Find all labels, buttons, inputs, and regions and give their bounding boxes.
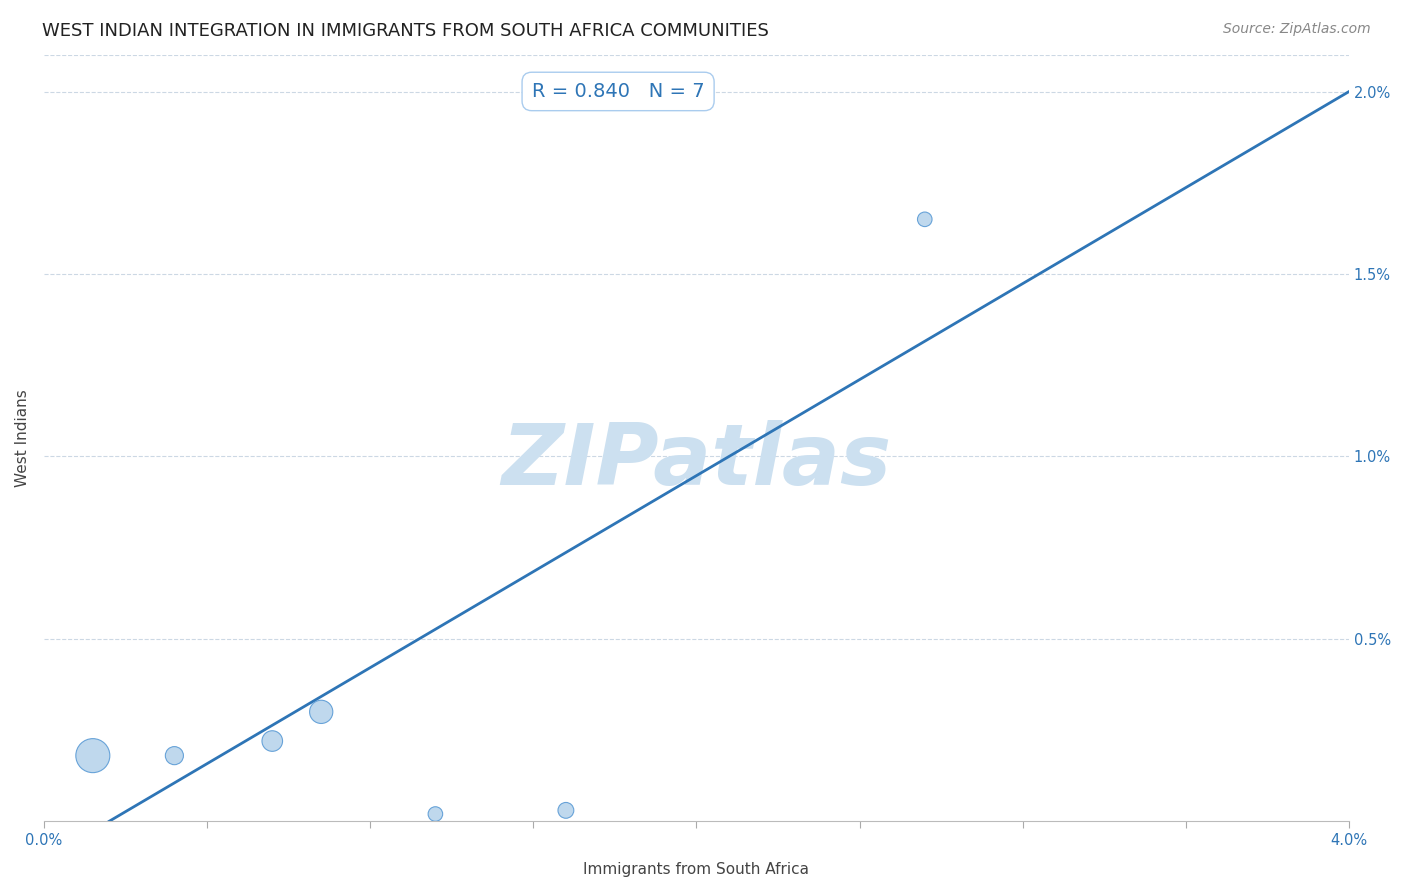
Point [914, 212, 936, 227]
Point [163, 748, 186, 763]
Point [262, 734, 284, 748]
Text: WEST INDIAN INTEGRATION IN IMMIGRANTS FROM SOUTH AFRICA COMMUNITIES: WEST INDIAN INTEGRATION IN IMMIGRANTS FR… [42, 22, 769, 40]
X-axis label: Immigrants from South Africa: Immigrants from South Africa [583, 862, 810, 877]
Point [82, 748, 104, 763]
Text: R = 0.840   N = 7: R = 0.840 N = 7 [531, 82, 704, 101]
Point [309, 705, 332, 719]
Text: Source: ZipAtlas.com: Source: ZipAtlas.com [1223, 22, 1371, 37]
Text: ZIPatlas: ZIPatlas [502, 420, 891, 503]
Point [554, 803, 576, 817]
Point [425, 807, 447, 822]
Y-axis label: West Indians: West Indians [15, 389, 30, 487]
